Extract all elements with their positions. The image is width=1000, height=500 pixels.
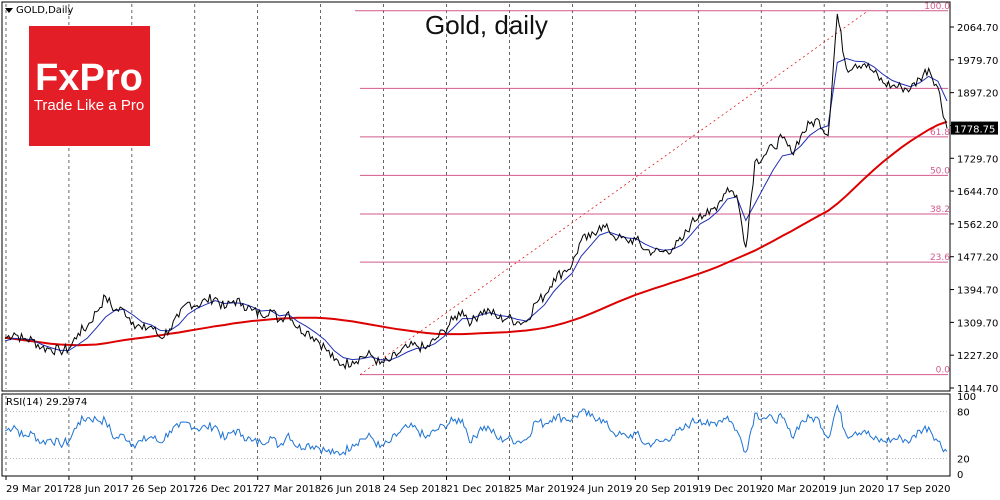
rsi-tick-label: 0 — [957, 470, 963, 481]
x-tick-label: 19 Dec 2019 — [698, 484, 762, 495]
x-tick-label: 24 Jun 2019 — [572, 484, 632, 495]
y-tick-label: 1227.20 — [957, 351, 998, 362]
x-tick-label: 26 Dec 2017 — [195, 484, 259, 495]
fibonacci-diagonal — [359, 10, 869, 375]
y-tick-label: 2064.70 — [957, 23, 998, 34]
y-tick-label: 1897.20 — [957, 89, 998, 100]
logo-tagline: Trade Like a Pro — [34, 97, 144, 114]
rsi-levels — [4, 411, 948, 459]
x-tick-label: 27 Mar 2018 — [258, 484, 321, 495]
y-tick-label: 1477.20 — [957, 253, 998, 264]
logo-background — [29, 26, 150, 146]
rsi-tick-label: 80 — [957, 408, 970, 419]
series-ma-slow — [4, 120, 948, 347]
fib-level-label: 50.0 — [930, 166, 950, 176]
x-tick-label: 25 Mar 2019 — [509, 484, 572, 495]
y-tick-label: 1729.70 — [957, 154, 998, 165]
fib-level-label: 100.0 — [924, 2, 950, 12]
x-tick-label: 24 Sep 2018 — [384, 484, 447, 495]
x-tick-label: 28 Jun 2017 — [69, 484, 129, 495]
x-tick-label: 29 Mar 2017 — [6, 484, 69, 495]
logo-name: FxPro — [35, 57, 143, 99]
fibonacci-levels: 100.0 61.8 50.0 38.2 23.6 0.0 — [355, 2, 950, 376]
fib-level-label: 0.0 — [936, 366, 951, 376]
rsi-tick-label: 20 — [957, 454, 970, 465]
x-tick-label: 20 Sep 2019 — [635, 484, 698, 495]
current-price-label: 1778.75 — [954, 125, 995, 136]
x-tick-label: 21 Dec 2018 — [447, 484, 511, 495]
rsi-tick-label: 100 — [957, 392, 976, 403]
series-rsi — [4, 403, 948, 456]
x-tick-label: 17 Sep 2020 — [887, 484, 950, 495]
y-tick-label: 1644.70 — [957, 187, 998, 198]
fib-level-label: 38.2 — [930, 205, 950, 215]
fib-level-label: 61.8 — [930, 128, 950, 138]
y-tick-label: 1979.70 — [957, 56, 998, 67]
chart-title: Gold, daily — [425, 10, 548, 40]
rsi-label: RSI(14) 29.2974 — [6, 397, 87, 408]
fib-level-label: 23.6 — [930, 253, 950, 263]
symbol-header: GOLD,Daily — [16, 5, 73, 16]
price-axis: 2064.701979.701897.201812.201729.701644.… — [950, 23, 998, 395]
x-tick-label: 26 Sep 2017 — [132, 484, 195, 495]
y-tick-label: 1562.20 — [957, 220, 998, 231]
x-tick-label: 19 Jun 2020 — [824, 484, 884, 495]
time-axis: 29 Mar 2017 28 Jun 2017 26 Sep 2017 26 Dec … — [5, 476, 950, 495]
y-tick-label: 1394.70 — [957, 286, 998, 297]
y-tick-label: 1309.70 — [957, 318, 998, 329]
x-tick-label: 26 Jun 2018 — [321, 484, 381, 495]
vertical-grid — [5, 4, 951, 474]
series-ma-fast — [4, 57, 948, 361]
fxpro-logo: FxPro Trade Like a Pro — [29, 26, 150, 146]
series-price — [4, 13, 948, 371]
price-panel-frame — [1, 1, 951, 392]
y-tick-label: 1144.70 — [957, 384, 998, 395]
x-tick-label: 20 Mar 2020 — [761, 484, 824, 495]
current-price-background — [951, 121, 998, 135]
rsi-axis: 100 80 20 0 — [957, 392, 976, 481]
rsi-panel-frame — [1, 393, 951, 477]
symbol-menu-icon[interactable] — [5, 8, 13, 13]
current-price-tag: 1778.75 — [951, 121, 998, 136]
